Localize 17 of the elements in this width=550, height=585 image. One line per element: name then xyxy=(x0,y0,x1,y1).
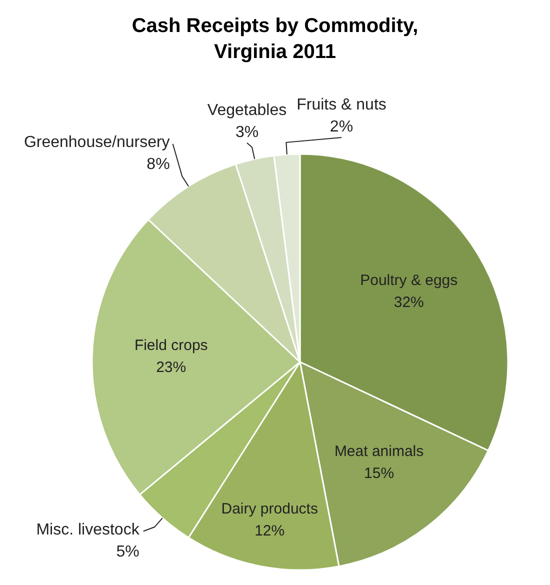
data-label: 8% xyxy=(146,156,170,173)
chart-title: Cash Receipts by Commodity, Virginia 2011 xyxy=(132,15,418,63)
data-label: 32% xyxy=(394,294,424,311)
data-label: 5% xyxy=(116,543,140,560)
slice-label: Fruits & nuts xyxy=(296,96,386,114)
data-label: 23% xyxy=(156,358,186,376)
slice-label: Greenhouse/nursery xyxy=(24,134,170,151)
slice-label: Poultry & eggs xyxy=(360,272,458,289)
data-label: 12% xyxy=(254,522,285,540)
slice-label: Meat animals xyxy=(334,442,424,460)
slice-label: Field crops xyxy=(134,336,208,354)
slice-label: Dairy products xyxy=(221,500,318,518)
data-label: 2% xyxy=(330,118,354,136)
slice-label: Misc. livestock xyxy=(36,521,140,538)
data-label: 3% xyxy=(235,124,259,141)
slice-label: Vegetables xyxy=(207,102,287,119)
data-label: 15% xyxy=(364,464,394,482)
